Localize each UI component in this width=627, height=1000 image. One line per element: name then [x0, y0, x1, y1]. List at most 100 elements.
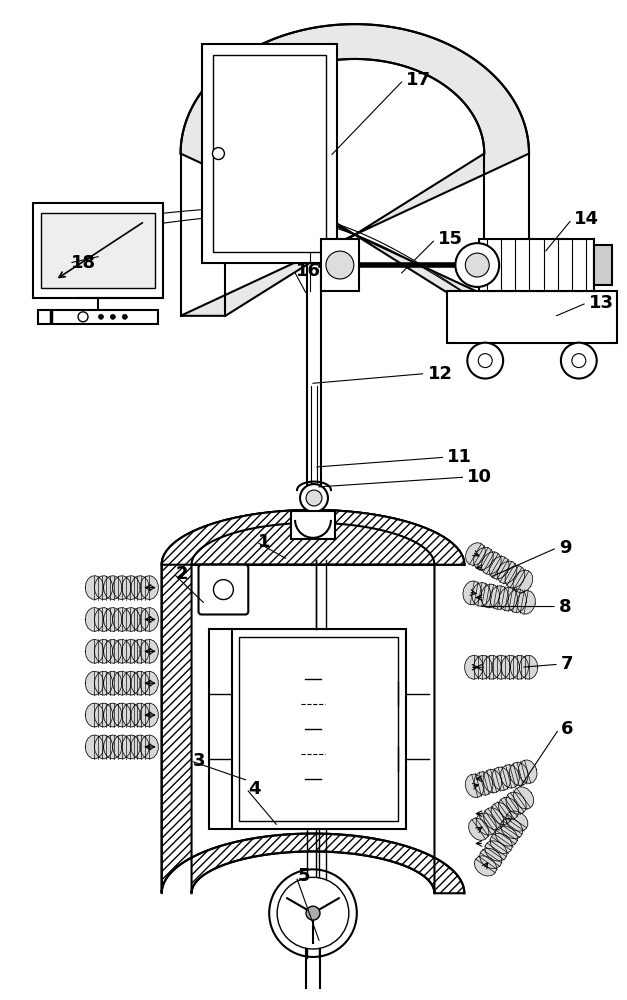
Polygon shape: [95, 576, 113, 599]
Polygon shape: [474, 655, 492, 679]
Text: 5: 5: [298, 867, 310, 885]
Polygon shape: [520, 655, 538, 679]
Text: 4: 4: [248, 780, 261, 798]
Polygon shape: [513, 570, 533, 593]
Polygon shape: [498, 797, 519, 819]
Polygon shape: [483, 769, 502, 793]
Bar: [41, 213, 155, 288]
Text: 1: 1: [258, 533, 271, 551]
Polygon shape: [490, 833, 512, 854]
Polygon shape: [85, 671, 103, 695]
Text: 3: 3: [192, 752, 205, 770]
Circle shape: [269, 869, 357, 957]
Bar: [231, 629, 406, 829]
Polygon shape: [122, 639, 140, 663]
Bar: [213, 55, 326, 252]
Polygon shape: [140, 735, 158, 759]
Bar: [240, 637, 398, 821]
Polygon shape: [140, 671, 158, 695]
Circle shape: [478, 354, 492, 368]
Polygon shape: [131, 608, 149, 631]
Polygon shape: [468, 818, 489, 840]
Polygon shape: [506, 792, 526, 814]
Text: 6: 6: [561, 720, 574, 738]
Polygon shape: [181, 24, 529, 316]
Polygon shape: [490, 586, 508, 609]
Circle shape: [98, 314, 103, 319]
Polygon shape: [510, 762, 528, 786]
Text: 18: 18: [71, 254, 96, 272]
Polygon shape: [122, 735, 140, 759]
Text: 12: 12: [428, 365, 453, 383]
Bar: [38, 310, 158, 324]
Circle shape: [326, 251, 354, 279]
Polygon shape: [122, 671, 140, 695]
Polygon shape: [483, 655, 501, 679]
Polygon shape: [85, 608, 103, 631]
Text: 10: 10: [467, 468, 492, 486]
Polygon shape: [103, 608, 122, 631]
Circle shape: [122, 314, 127, 319]
Text: 11: 11: [448, 448, 472, 466]
Text: 2: 2: [176, 565, 188, 583]
Polygon shape: [113, 576, 131, 599]
Polygon shape: [489, 556, 509, 579]
Polygon shape: [505, 566, 525, 588]
Polygon shape: [85, 735, 103, 759]
Circle shape: [306, 490, 322, 506]
Polygon shape: [95, 671, 113, 695]
Text: 9: 9: [559, 539, 571, 557]
Polygon shape: [122, 703, 140, 727]
Polygon shape: [162, 510, 465, 565]
Polygon shape: [103, 735, 122, 759]
Polygon shape: [140, 608, 158, 631]
Polygon shape: [510, 655, 529, 679]
Circle shape: [465, 253, 489, 277]
Polygon shape: [103, 576, 122, 599]
Polygon shape: [492, 655, 510, 679]
Polygon shape: [465, 774, 484, 798]
Bar: [203, 44, 337, 263]
Bar: [33, 203, 162, 298]
Circle shape: [277, 877, 349, 949]
Polygon shape: [517, 590, 535, 614]
Polygon shape: [465, 543, 485, 565]
Bar: [209, 629, 233, 829]
Polygon shape: [476, 813, 497, 835]
Polygon shape: [103, 671, 122, 695]
Polygon shape: [131, 639, 149, 663]
Polygon shape: [500, 765, 519, 788]
Polygon shape: [473, 547, 493, 570]
Polygon shape: [131, 671, 149, 695]
Polygon shape: [113, 639, 131, 663]
Polygon shape: [485, 841, 507, 861]
Circle shape: [455, 243, 499, 287]
Polygon shape: [140, 639, 158, 663]
Circle shape: [467, 343, 503, 379]
Circle shape: [306, 906, 320, 920]
Polygon shape: [465, 655, 483, 679]
Polygon shape: [491, 803, 511, 825]
Polygon shape: [103, 639, 122, 663]
Text: 7: 7: [561, 655, 574, 673]
Polygon shape: [506, 811, 528, 831]
Polygon shape: [482, 552, 501, 574]
Polygon shape: [95, 608, 113, 631]
Circle shape: [300, 484, 328, 512]
Polygon shape: [122, 608, 140, 631]
Polygon shape: [131, 576, 149, 599]
Polygon shape: [85, 639, 103, 663]
Circle shape: [213, 148, 224, 160]
Polygon shape: [85, 703, 103, 727]
Polygon shape: [95, 639, 113, 663]
Bar: [291, 511, 335, 539]
Polygon shape: [500, 818, 522, 839]
Polygon shape: [140, 703, 158, 727]
Polygon shape: [95, 703, 113, 727]
Polygon shape: [131, 735, 149, 759]
Bar: [594, 245, 612, 285]
FancyBboxPatch shape: [199, 565, 248, 614]
Text: 13: 13: [589, 294, 614, 312]
Text: 8: 8: [559, 598, 572, 616]
Polygon shape: [481, 584, 499, 608]
